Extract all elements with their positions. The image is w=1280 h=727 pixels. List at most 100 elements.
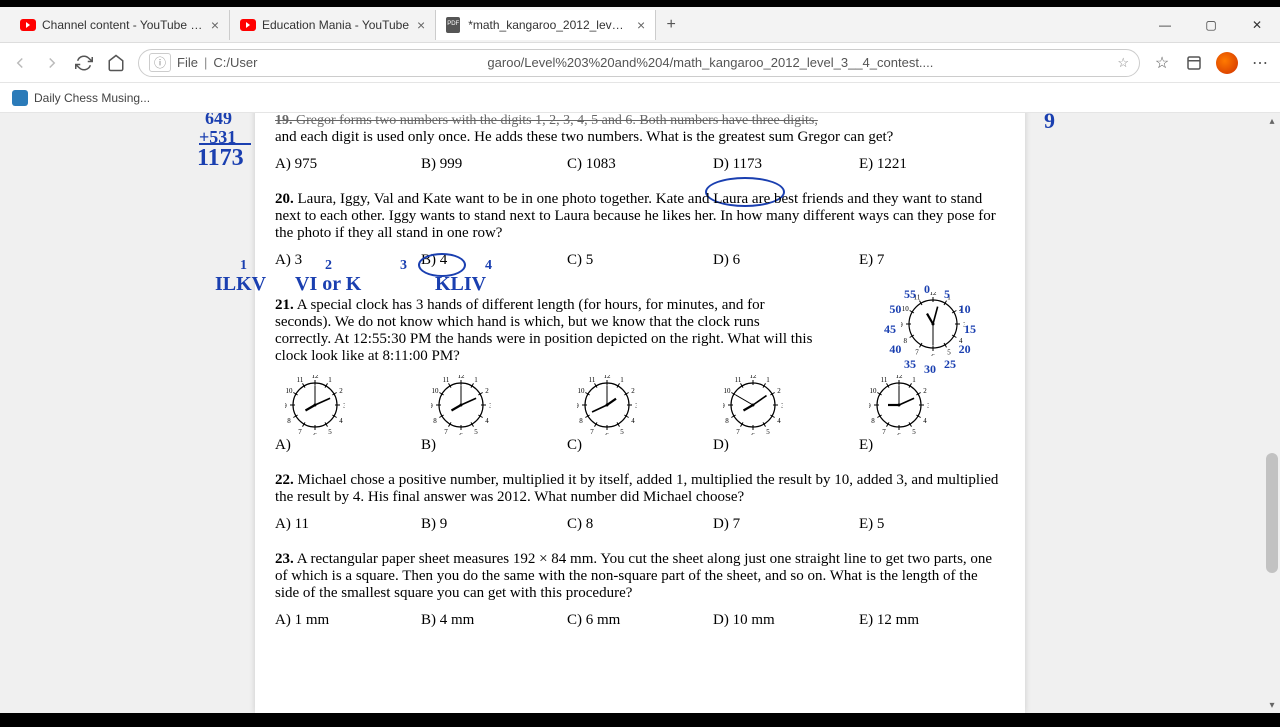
vertical-scrollbar[interactable]: ▴ ▾ xyxy=(1264,113,1280,713)
browser-toolbar: ⓘ File | C:/User garoo/Level%203%20and%2… xyxy=(0,43,1280,83)
refresh-button[interactable] xyxy=(74,53,94,73)
svg-text:12: 12 xyxy=(312,375,320,380)
svg-text:9: 9 xyxy=(577,402,579,410)
svg-text:11: 11 xyxy=(881,376,888,384)
minimize-button[interactable]: — xyxy=(1142,7,1188,43)
svg-text:8: 8 xyxy=(433,417,437,425)
tab-title: Channel content - YouTube Stud xyxy=(42,18,203,32)
q20-text: Laura, Iggy, Val and Kate want to be in … xyxy=(275,191,996,241)
svg-text:9: 9 xyxy=(431,402,433,410)
youtube-icon xyxy=(20,19,36,31)
tab-youtube-channel[interactable]: Education Mania - YouTube × xyxy=(230,10,436,40)
profile-avatar[interactable] xyxy=(1216,52,1238,74)
back-button[interactable] xyxy=(10,53,30,73)
svg-text:1: 1 xyxy=(328,376,332,384)
svg-text:5: 5 xyxy=(620,428,624,435)
hw-q20-3: 3 xyxy=(400,258,407,274)
q20-opt-c: C) 5 xyxy=(567,252,713,269)
collections-icon[interactable] xyxy=(1184,53,1204,73)
hw-q20-2: 2 xyxy=(325,258,332,274)
q23-opt-e: E) 12 mm xyxy=(859,612,1005,629)
svg-text:3: 3 xyxy=(927,402,929,410)
forward-button[interactable] xyxy=(42,53,62,73)
svg-text:11: 11 xyxy=(735,376,742,384)
new-tab-button[interactable]: + xyxy=(656,16,686,34)
svg-text:3: 3 xyxy=(343,402,345,410)
pdf-icon xyxy=(446,17,460,33)
favorites-icon[interactable]: ☆ xyxy=(1152,53,1172,73)
svg-text:2: 2 xyxy=(485,387,489,395)
maximize-button[interactable]: ▢ xyxy=(1188,7,1234,43)
home-button[interactable] xyxy=(106,53,126,73)
q22-opt-c: C) 8 xyxy=(567,516,713,533)
url-path-right: garoo/Level%203%20and%204/math_kangaroo_… xyxy=(487,55,933,70)
menu-button[interactable]: ⋯ xyxy=(1250,53,1270,73)
svg-text:7: 7 xyxy=(590,428,594,435)
close-icon[interactable]: × xyxy=(211,17,219,33)
q23-number: 23. xyxy=(275,551,294,567)
svg-text:5: 5 xyxy=(766,428,770,435)
q19-opt-d: D) 1173 xyxy=(713,156,859,173)
svg-text:4: 4 xyxy=(339,417,343,425)
q22-opt-a: A) 11 xyxy=(275,516,421,533)
q22-text: Michael chose a positive number, multipl… xyxy=(275,472,998,505)
q21-opt-e: E) xyxy=(859,437,873,453)
q19-opt-c: C) 1083 xyxy=(567,156,713,173)
q19-opt-a: A) 975 xyxy=(275,156,421,173)
svg-text:11: 11 xyxy=(589,376,596,384)
q22-number: 22. xyxy=(275,472,294,488)
scroll-thumb[interactable] xyxy=(1266,453,1278,573)
svg-text:1: 1 xyxy=(620,376,624,384)
tab-pdf-active[interactable]: *math_kangaroo_2012_level_3_... × xyxy=(436,10,656,40)
bookmark-favicon xyxy=(12,90,28,106)
q22-opt-d: D) 7 xyxy=(713,516,859,533)
svg-text:10: 10 xyxy=(870,387,878,395)
scroll-down-button[interactable]: ▾ xyxy=(1264,697,1280,713)
q21-opt-b: B) xyxy=(421,437,436,453)
svg-text:6: 6 xyxy=(605,432,609,435)
svg-text:9: 9 xyxy=(723,402,725,410)
q19-text: and each digit is used only once. He add… xyxy=(275,129,1005,146)
svg-text:1: 1 xyxy=(766,376,770,384)
q21-clock-handwriting: 0510152025303540455055 xyxy=(875,285,985,375)
q20-options: A) 3 B) 4 C) 5 D) 6 E) 7 xyxy=(275,252,1005,269)
svg-text:7: 7 xyxy=(298,428,302,435)
svg-text:10: 10 xyxy=(724,387,732,395)
svg-text:5: 5 xyxy=(912,428,916,435)
hw-q20-viork: VI or K xyxy=(295,273,361,296)
svg-text:4: 4 xyxy=(923,417,927,425)
tab-title: *math_kangaroo_2012_level_3_... xyxy=(468,18,629,32)
close-icon[interactable]: × xyxy=(417,17,425,33)
q19-opt-e: E) 1221 xyxy=(859,156,1005,173)
tab-youtube-studio[interactable]: Channel content - YouTube Stud × xyxy=(10,10,230,40)
address-bar[interactable]: ⓘ File | C:/User garoo/Level%203%20and%2… xyxy=(138,49,1140,77)
q21-opt-a: A) xyxy=(275,437,291,453)
q22-options: A) 11 B) 9 C) 8 D) 7 E) 5 xyxy=(275,516,1005,533)
close-icon[interactable]: × xyxy=(637,17,645,33)
svg-text:2: 2 xyxy=(923,387,927,395)
pdf-page: 19. Gregor forms two numbers with the di… xyxy=(255,113,1025,713)
q21-text: A special clock has 3 hands of different… xyxy=(275,297,812,364)
svg-text:2: 2 xyxy=(339,387,343,395)
svg-text:4: 4 xyxy=(777,417,781,425)
favorite-icon[interactable]: ☆ xyxy=(1117,55,1129,71)
svg-text:12: 12 xyxy=(750,375,758,380)
svg-text:8: 8 xyxy=(871,417,875,425)
svg-text:12: 12 xyxy=(458,375,466,380)
svg-text:3: 3 xyxy=(635,402,637,410)
handwriting-calc-3: 1173 xyxy=(197,145,244,172)
q19-number: 19. xyxy=(275,113,293,128)
svg-text:11: 11 xyxy=(443,376,450,384)
svg-text:7: 7 xyxy=(882,428,886,435)
q21-opt-d: D) xyxy=(713,437,729,453)
bookmark-item[interactable]: Daily Chess Musing... xyxy=(34,91,150,105)
q20-number: 20. xyxy=(275,191,294,207)
svg-text:1: 1 xyxy=(474,376,478,384)
scroll-up-button[interactable]: ▴ xyxy=(1264,113,1280,129)
svg-text:4: 4 xyxy=(485,417,489,425)
svg-text:10: 10 xyxy=(432,387,440,395)
close-window-button[interactable]: ✕ xyxy=(1234,7,1280,43)
url-path-left: C:/User xyxy=(213,55,257,70)
q21-number: 21. xyxy=(275,297,294,313)
svg-text:10: 10 xyxy=(578,387,586,395)
